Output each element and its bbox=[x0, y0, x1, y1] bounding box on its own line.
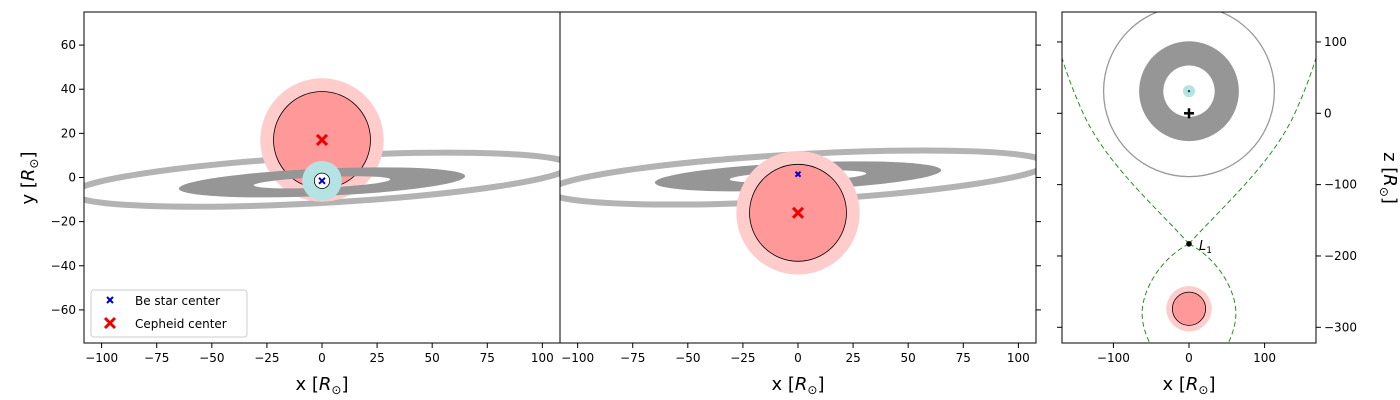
x-axis-label-left: x [R⊙] bbox=[295, 374, 348, 397]
x-tick-label--25: −25 bbox=[254, 351, 279, 365]
y-ticks-middle-right-side bbox=[1036, 44, 1041, 311]
x-tick-label--75: −75 bbox=[144, 351, 169, 365]
roche-lobe-be-left bbox=[1062, 56, 1190, 245]
x-tick-label-0: 0 bbox=[1185, 351, 1193, 365]
x-ticks-right: −100 0 100 bbox=[1097, 343, 1276, 365]
x-tick-label-50: 50 bbox=[901, 351, 916, 365]
legend-marker-cepheid bbox=[103, 316, 117, 330]
y-ticks-right-left-side bbox=[1057, 41, 1062, 328]
x-tick-label-0: 0 bbox=[794, 351, 802, 365]
y-tick-label-60: 60 bbox=[61, 38, 76, 52]
x-ticks-middle: −100 −75 −50 −25 0 25 50 75 100 bbox=[561, 343, 1030, 365]
x-tick-label--100: −100 bbox=[1097, 351, 1130, 365]
legend-marker-be-star bbox=[106, 296, 114, 304]
plot-area-left bbox=[84, 78, 560, 210]
x-tick-label--50: −50 bbox=[675, 351, 700, 365]
legend: Be star center Cepheid center bbox=[90, 289, 248, 338]
x-tick-label-25: 25 bbox=[369, 351, 384, 365]
y-axis-label-left: y [R⊙] bbox=[18, 151, 41, 204]
be-star-right bbox=[1187, 89, 1191, 93]
panel-right: L1 −100 0 100 100 0 −100 −200 −300 x [R⊙] z [R… bbox=[1057, 11, 1400, 397]
y-tick-label--20: −20 bbox=[51, 215, 76, 229]
inner-disk bbox=[178, 167, 466, 198]
x-ticks-left: −100 −75 −50 −25 0 25 50 75 100 bbox=[85, 343, 554, 365]
disk-annulus bbox=[1139, 41, 1239, 142]
x-tick-label-100: 100 bbox=[1007, 351, 1030, 365]
roche-lobe-cepheid bbox=[1141, 243, 1237, 343]
legend-label-cepheid: Cepheid center bbox=[135, 317, 227, 331]
x-tick-label-50: 50 bbox=[425, 351, 440, 365]
plot-area-right: L1 bbox=[1062, 12, 1316, 343]
x-tick-label--75: −75 bbox=[620, 351, 645, 365]
y-tick-label--40: −40 bbox=[51, 259, 76, 273]
y-tick-label--60: −60 bbox=[51, 303, 76, 317]
be-star-center-marker-middle bbox=[794, 170, 802, 178]
be-star-center-marker-stroke-b bbox=[318, 177, 326, 185]
x-tick-label-75: 75 bbox=[956, 351, 971, 365]
z-axis-label-right: z [R⊙] bbox=[1377, 152, 1400, 204]
be-star-center-marker-middle-stroke-b bbox=[794, 170, 802, 178]
y-tick-label-20: 20 bbox=[61, 126, 76, 140]
legend-label-be-star: Be star center bbox=[135, 294, 220, 308]
y-tick-label--100: −100 bbox=[1324, 178, 1357, 192]
cepheid-center-marker-stroke-b bbox=[315, 133, 329, 147]
x-tick-label-75: 75 bbox=[480, 351, 495, 365]
x-axis-label-right: x [R⊙] bbox=[1162, 374, 1215, 397]
y-tick-label-40: 40 bbox=[61, 82, 76, 96]
cepheid-star-right bbox=[1171, 291, 1207, 326]
cepheid-center-marker bbox=[315, 133, 329, 147]
y-ticks-left: −60 −40 −20 0 20 40 60 bbox=[51, 38, 84, 317]
y-tick-label-0: 0 bbox=[68, 171, 76, 185]
roche-lobe-be-right bbox=[1188, 56, 1316, 245]
x-tick-label-0: 0 bbox=[318, 351, 326, 365]
y-tick-label-0: 0 bbox=[1324, 106, 1332, 120]
cepheid-center-marker-middle bbox=[791, 206, 805, 219]
y-tick-label--200: −200 bbox=[1324, 249, 1357, 263]
panel-left: −100 −75 −50 −25 0 25 50 75 100 −60 −40 −20 0 20 40 60… bbox=[18, 11, 561, 397]
outer-disk-circle bbox=[1102, 12, 1276, 178]
y-tick-label--300: −300 bbox=[1324, 320, 1357, 334]
x-tick-label--100: −100 bbox=[561, 351, 594, 365]
l1-label: L1 bbox=[1199, 239, 1212, 256]
cepheid-center-marker-middle-stroke-b bbox=[791, 206, 805, 219]
be-star-center-marker bbox=[318, 177, 326, 185]
x-tick-label--25: −25 bbox=[730, 351, 755, 365]
x-axis-label-middle: x [R⊙] bbox=[771, 374, 824, 397]
l1-point bbox=[1186, 241, 1192, 247]
x-tick-label-100: 100 bbox=[531, 351, 554, 365]
x-tick-label-100: 100 bbox=[1253, 351, 1276, 365]
legend-box bbox=[90, 289, 248, 338]
panel-middle: −100 −75 −50 −25 0 25 50 75 100 x [R⊙] bbox=[559, 11, 1041, 397]
x-tick-label--50: −50 bbox=[199, 351, 224, 365]
x-tick-label-25: 25 bbox=[845, 351, 860, 365]
center-of-mass-marker bbox=[1184, 108, 1194, 119]
inner-disk-middle bbox=[654, 161, 942, 192]
plot-area-middle bbox=[560, 147, 1036, 275]
y-tick-label-100: 100 bbox=[1324, 35, 1347, 49]
y-ticks-right: 100 0 −100 −200 −300 bbox=[1316, 35, 1357, 334]
x-tick-label--100: −100 bbox=[85, 351, 118, 365]
